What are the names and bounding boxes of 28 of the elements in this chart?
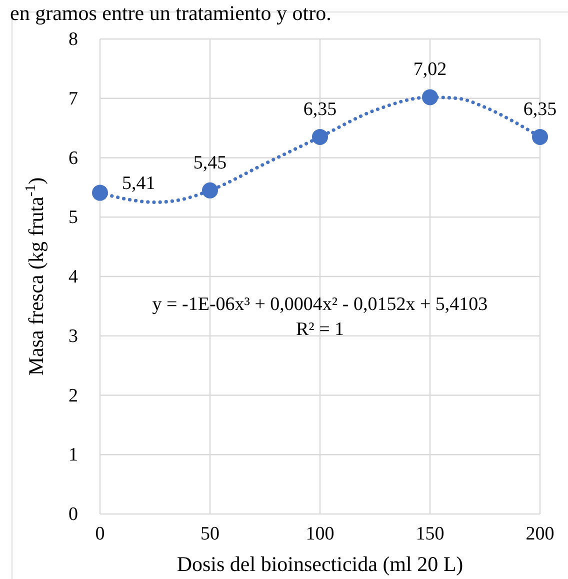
point: [92, 184, 108, 201]
y-tick-label: 3: [68, 326, 78, 347]
text: en gramos entre un tratamiento y otro.: [10, 1, 332, 25]
annotation: R² = 1: [296, 319, 344, 340]
data-label: 5,45: [193, 152, 227, 174]
point: [202, 182, 218, 198]
x-tick-label: 50: [200, 523, 220, 544]
x-tick-label: 100: [306, 523, 334, 544]
point: [422, 89, 438, 106]
y-tick-label: 1: [68, 444, 78, 466]
y-tick-label: 6: [68, 148, 78, 169]
y-tick-label: 2: [68, 385, 78, 406]
data-label: 7,02: [413, 59, 447, 80]
x-axis-title: Dosis del bioinsecticida (ml 20 L): [176, 552, 464, 576]
x-tick-label: 200: [526, 523, 554, 544]
annotation: y = -1E-06x³ + 0,0004x² - 0,0152x + 5,4103: [152, 294, 488, 315]
y-tick-label: 8: [68, 29, 78, 50]
y-tick-label: 4: [68, 266, 78, 288]
x-tick-label: 0: [95, 523, 105, 544]
point: [312, 128, 328, 145]
point: [532, 128, 548, 145]
x-tick-label: 150: [416, 523, 444, 544]
data-label: 6,35: [303, 98, 337, 120]
data-label: 5,41: [122, 172, 156, 194]
data-label: 6,35: [523, 98, 557, 120]
y-tick-label: 0: [68, 504, 78, 526]
y-tick-label: 5: [68, 207, 78, 228]
y-tick-label: 7: [68, 88, 78, 110]
